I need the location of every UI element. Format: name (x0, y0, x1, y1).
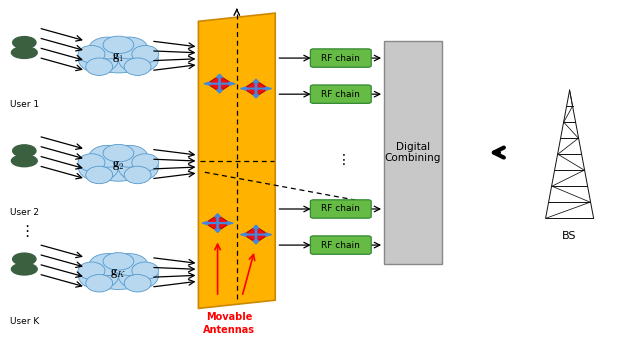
Polygon shape (205, 215, 230, 231)
Polygon shape (243, 226, 269, 243)
FancyBboxPatch shape (310, 236, 371, 254)
Ellipse shape (89, 145, 126, 167)
FancyArrow shape (202, 222, 218, 225)
FancyBboxPatch shape (310, 49, 371, 67)
Ellipse shape (86, 58, 113, 75)
Text: $\vdots$: $\vdots$ (19, 223, 29, 239)
Text: RF chain: RF chain (321, 241, 360, 249)
Ellipse shape (103, 36, 134, 54)
Text: RF chain: RF chain (321, 204, 360, 214)
FancyArrow shape (253, 79, 259, 89)
Text: Movable
Antennas: Movable Antennas (203, 312, 255, 335)
FancyArrow shape (216, 84, 223, 93)
Ellipse shape (89, 37, 126, 59)
Text: $\mathbf{g}_K$: $\mathbf{g}_K$ (110, 267, 127, 281)
Circle shape (13, 145, 36, 157)
Polygon shape (243, 80, 269, 97)
Ellipse shape (118, 263, 158, 289)
FancyArrow shape (220, 82, 235, 85)
Ellipse shape (103, 144, 134, 162)
Text: Digital
Combining: Digital Combining (385, 142, 441, 163)
FancyArrow shape (241, 233, 256, 236)
Ellipse shape (111, 37, 148, 59)
Ellipse shape (124, 166, 151, 184)
FancyArrow shape (214, 223, 221, 233)
FancyBboxPatch shape (310, 85, 371, 103)
FancyBboxPatch shape (310, 200, 371, 218)
Ellipse shape (88, 39, 149, 73)
Circle shape (13, 253, 36, 265)
Ellipse shape (103, 253, 134, 270)
Ellipse shape (12, 263, 37, 275)
Ellipse shape (12, 155, 37, 167)
FancyArrow shape (241, 87, 256, 90)
Ellipse shape (132, 46, 159, 63)
Text: User 1: User 1 (10, 100, 39, 109)
Polygon shape (198, 13, 275, 308)
Ellipse shape (111, 145, 148, 167)
Ellipse shape (118, 155, 158, 181)
Ellipse shape (124, 274, 151, 292)
Ellipse shape (79, 263, 118, 289)
Ellipse shape (124, 58, 151, 75)
Ellipse shape (132, 262, 159, 280)
FancyBboxPatch shape (384, 41, 442, 264)
FancyArrow shape (256, 233, 271, 236)
Ellipse shape (78, 154, 105, 171)
Ellipse shape (88, 255, 149, 289)
FancyArrow shape (218, 222, 233, 225)
Ellipse shape (12, 47, 37, 58)
Ellipse shape (78, 46, 105, 63)
Text: BS: BS (563, 231, 577, 241)
Ellipse shape (79, 46, 118, 73)
Ellipse shape (89, 254, 126, 275)
FancyArrow shape (204, 82, 220, 85)
Ellipse shape (132, 154, 159, 171)
Circle shape (13, 37, 36, 49)
Ellipse shape (118, 46, 158, 73)
Text: User 2: User 2 (10, 208, 39, 217)
Ellipse shape (86, 166, 113, 184)
FancyArrow shape (253, 225, 259, 235)
FancyArrow shape (214, 214, 221, 223)
Ellipse shape (79, 155, 118, 181)
FancyArrow shape (253, 235, 259, 244)
Text: RF chain: RF chain (321, 53, 360, 63)
FancyArrow shape (253, 89, 259, 98)
Ellipse shape (78, 262, 105, 280)
Ellipse shape (88, 147, 149, 181)
Polygon shape (207, 76, 232, 92)
Text: $\mathbf{g}_2$: $\mathbf{g}_2$ (112, 159, 125, 172)
Ellipse shape (86, 274, 113, 292)
Text: $\vdots$: $\vdots$ (336, 152, 346, 167)
Ellipse shape (111, 254, 148, 275)
Text: $\mathbf{g}_1$: $\mathbf{g}_1$ (112, 51, 125, 64)
Text: User K: User K (10, 317, 39, 325)
FancyArrow shape (256, 87, 271, 90)
FancyArrow shape (216, 74, 223, 84)
Text: RF chain: RF chain (321, 90, 360, 99)
